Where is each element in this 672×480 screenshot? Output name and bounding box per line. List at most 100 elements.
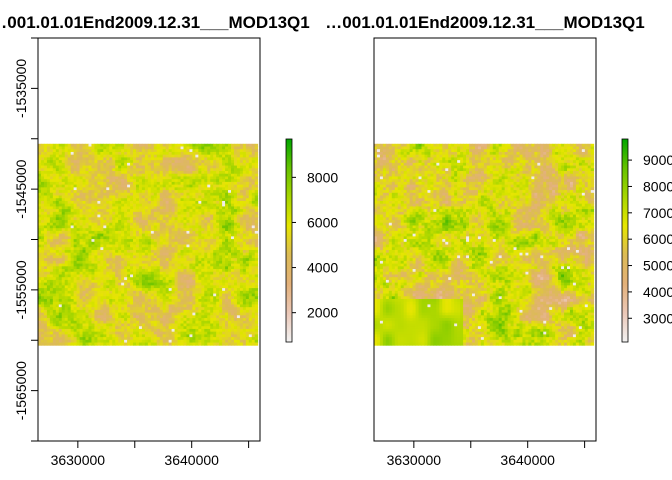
raster-cell bbox=[103, 263, 107, 267]
raster-cell bbox=[88, 266, 92, 270]
raster-cell bbox=[147, 260, 152, 264]
raster-cell bbox=[189, 274, 193, 278]
raster-cell bbox=[204, 301, 208, 305]
raster-cell bbox=[183, 299, 187, 303]
raster-cell bbox=[79, 236, 83, 240]
raster-cell bbox=[183, 320, 187, 324]
raster-cell bbox=[115, 247, 119, 251]
raster-cell bbox=[228, 173, 232, 177]
raster-cell bbox=[228, 249, 232, 254]
raster-cell bbox=[82, 315, 86, 319]
raster-cell bbox=[103, 222, 107, 226]
raster-cell bbox=[82, 290, 86, 294]
raster-cell bbox=[49, 318, 54, 322]
raster-cell bbox=[135, 233, 140, 237]
raster-cell bbox=[135, 266, 140, 270]
raster-cell bbox=[79, 255, 83, 259]
raster-cell bbox=[138, 271, 143, 275]
raster-cell bbox=[195, 249, 199, 254]
raster-cell bbox=[242, 214, 247, 218]
raster-cell bbox=[245, 222, 250, 226]
raster-cell bbox=[100, 288, 104, 292]
raster-cell bbox=[43, 171, 48, 175]
raster-cell bbox=[198, 187, 202, 191]
raster-cell bbox=[127, 266, 131, 270]
raster-cell bbox=[210, 249, 214, 254]
raster-cell bbox=[210, 266, 214, 270]
raster-cell bbox=[165, 173, 170, 177]
raster-cell bbox=[183, 301, 187, 305]
raster-cell bbox=[64, 258, 69, 262]
raster-cell bbox=[150, 239, 155, 243]
raster-cell bbox=[79, 299, 83, 303]
raster-cell bbox=[76, 198, 80, 202]
raster-cell bbox=[49, 187, 54, 191]
raster-cell bbox=[150, 301, 155, 305]
raster-cell bbox=[121, 239, 125, 243]
raster-cell bbox=[67, 214, 72, 218]
raster-cell bbox=[165, 176, 170, 180]
raster-cell bbox=[124, 320, 128, 324]
raster-cell bbox=[88, 206, 92, 210]
raster-cell bbox=[64, 269, 69, 273]
raster-cell bbox=[61, 271, 66, 275]
raster-cell bbox=[192, 198, 196, 202]
raster-cell bbox=[121, 244, 125, 248]
raster-cell bbox=[174, 190, 178, 194]
raster-cell bbox=[127, 252, 131, 256]
raster-cell bbox=[40, 198, 45, 202]
raster-cell bbox=[204, 203, 208, 207]
raster-cell bbox=[94, 162, 98, 166]
raster-cell bbox=[251, 263, 256, 267]
raster-cell bbox=[82, 258, 86, 262]
raster-cell bbox=[248, 269, 253, 273]
raster-cell bbox=[97, 299, 101, 303]
raster-cell bbox=[147, 209, 152, 213]
raster-cell bbox=[168, 217, 173, 221]
raster-cell bbox=[239, 239, 244, 243]
raster-cell bbox=[109, 274, 113, 278]
raster-cell bbox=[189, 171, 193, 175]
raster-cell bbox=[46, 220, 51, 224]
raster-cell bbox=[251, 184, 256, 188]
raster-cell bbox=[165, 179, 170, 183]
raster-cell bbox=[133, 220, 137, 224]
raster-cell bbox=[216, 225, 220, 229]
raster-cell bbox=[251, 296, 256, 300]
raster-cell bbox=[124, 168, 128, 172]
raster-cell bbox=[91, 149, 95, 153]
raster-cell bbox=[183, 236, 187, 240]
raster-cell bbox=[165, 279, 170, 284]
raster-cell bbox=[204, 233, 208, 237]
raster-cell bbox=[94, 255, 98, 259]
raster-cell bbox=[38, 168, 42, 172]
raster-cell bbox=[109, 173, 113, 177]
raster-cell bbox=[201, 143, 205, 147]
raster-cell bbox=[225, 230, 229, 235]
raster-cell bbox=[168, 179, 173, 183]
raster-cell bbox=[64, 230, 69, 235]
raster-cell bbox=[38, 269, 42, 273]
raster-cell bbox=[118, 255, 122, 259]
raster-cell bbox=[183, 165, 187, 169]
raster-cell bbox=[85, 173, 89, 177]
raster-cell bbox=[225, 318, 229, 322]
raster-cell bbox=[150, 304, 155, 308]
raster-cell bbox=[70, 217, 75, 221]
raster-cell bbox=[201, 211, 205, 215]
raster-cell bbox=[156, 209, 161, 213]
raster-cell bbox=[43, 309, 48, 314]
raster-cell bbox=[225, 271, 229, 275]
raster-cell bbox=[207, 285, 211, 289]
raster-cell bbox=[79, 217, 83, 221]
raster-cell bbox=[121, 190, 125, 194]
raster-cell bbox=[141, 200, 146, 205]
raster-cell bbox=[245, 203, 250, 207]
raster-cell bbox=[64, 181, 69, 186]
raster-cell bbox=[121, 263, 125, 267]
raster-cell bbox=[248, 299, 253, 303]
raster-cell bbox=[213, 296, 217, 300]
raster-cell bbox=[106, 315, 110, 319]
raster-cell bbox=[127, 307, 131, 311]
raster-cell bbox=[115, 187, 119, 191]
